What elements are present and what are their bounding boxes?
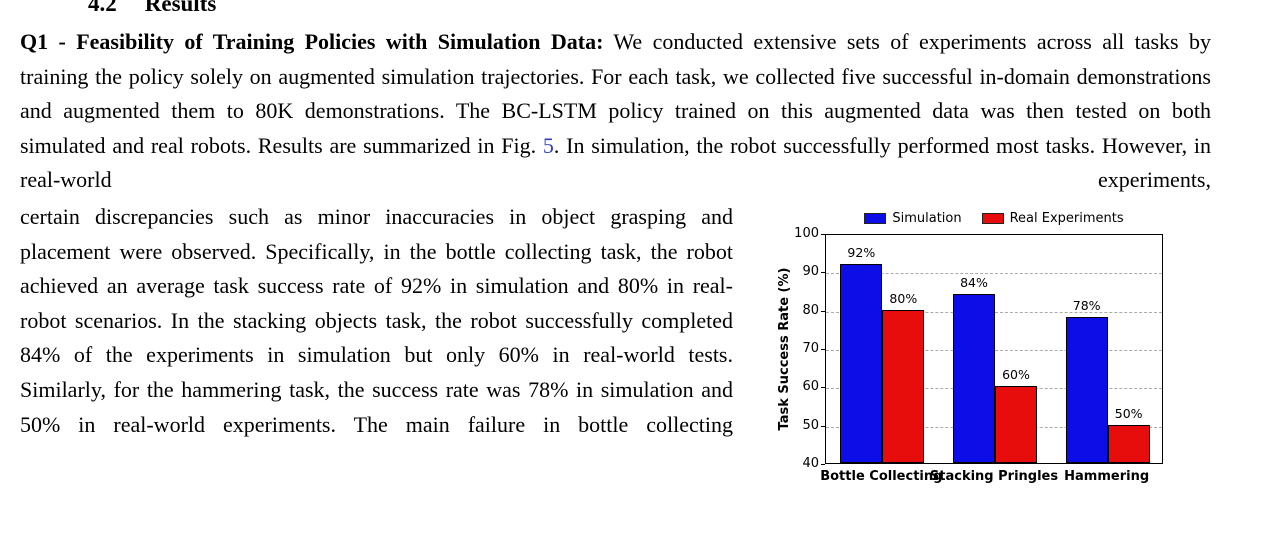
bar-simulation-hammering — [1065, 317, 1108, 463]
bar-real-experiments-stacking-pringles — [995, 386, 1037, 463]
bar-value-label-real-experiments-hammering: 50% — [1114, 405, 1143, 421]
paragraph-part1: We conducted extensive sets of experimen… — [20, 29, 1212, 158]
y-tick-label-70: 70 — [802, 340, 819, 356]
figure-reference-link[interactable]: 5 — [542, 132, 554, 158]
paragraph-q1: Q1 - Feasibility of Training Policies wi… — [20, 25, 1211, 198]
legend-swatch-real-experiments — [981, 213, 1004, 225]
y-tick-mark-60 — [821, 387, 825, 389]
bar-real-experiments-hammering — [1107, 424, 1150, 463]
legend-label-real-experiments: Real Experiments — [1009, 211, 1124, 227]
section-number: 4.2 — [88, 0, 117, 16]
y-tick-mark-70 — [821, 348, 825, 350]
y-tick-label-90: 90 — [802, 264, 819, 280]
y-tick-mark-50 — [821, 425, 825, 427]
chart-legend: Simulation Real Experiments — [825, 208, 1163, 230]
bar-value-label-real-experiments-stacking-pringles: 60% — [1002, 367, 1030, 383]
bar-simulation-stacking-pringles — [953, 294, 995, 463]
y-tick-mark-80 — [821, 310, 825, 312]
wrapped-text-column: certain discrepancies such as minor inac… — [20, 203, 733, 437]
bar-value-label-simulation-hammering: 78% — [1072, 298, 1101, 314]
section-heading: 4.2 Results — [88, 0, 1211, 18]
section-title: Results — [144, 0, 217, 16]
legend-item-real-experiments: Real Experiments — [981, 211, 1124, 227]
y-tick-label-50: 50 — [802, 417, 819, 433]
bar-simulation-bottle-collecting — [840, 263, 883, 463]
paragraph-lead-bold: Q1 - Feasibility of Training Policies wi… — [20, 29, 604, 54]
y-tick-mark-100 — [821, 233, 825, 235]
bar-value-label-simulation-stacking-pringles: 84% — [960, 275, 988, 291]
chart-body: Task Success Rate (%) 40 50 60 70 80 90 100 92… — [775, 226, 1163, 471]
y-tick-mark-90 — [821, 272, 825, 274]
y-tick-label-60: 60 — [802, 379, 819, 395]
y-tick-label-40: 40 — [802, 455, 819, 471]
legend-swatch-simulation — [864, 213, 887, 225]
x-tick-label-bottle-collecting: Bottle Collecting — [820, 468, 943, 484]
y-tick-label-80: 80 — [802, 302, 819, 318]
gridline-90 — [826, 273, 1162, 275]
legend-item-simulation: Simulation — [864, 211, 962, 227]
bar-value-label-simulation-bottle-collecting: 92% — [847, 244, 876, 260]
legend-label-simulation: Simulation — [892, 211, 962, 227]
chart-plot-area: 92% 80% 84% 60% 78% 50% — [825, 233, 1163, 464]
y-tick-mark-40 — [821, 463, 825, 465]
text-and-figure-row: certain discrepancies such as minor inac… — [20, 200, 1211, 491]
paragraph-part2: . In simulation, the robot successfully … — [20, 132, 1211, 193]
y-tick-label-100: 100 — [794, 225, 819, 241]
chart-figure: Simulation Real Experiments Task Success … — [775, 208, 1163, 491]
x-axis-labels: Bottle Collecting Stacking Pringles Hammer… — [775, 469, 1163, 491]
bar-real-experiments-bottle-collecting — [882, 309, 925, 463]
x-tick-label-stacking-pringles: Stacking Pringles — [929, 468, 1059, 484]
bar-value-label-real-experiments-bottle-collecting: 80% — [889, 290, 918, 306]
x-tick-label-hammering: Hammering — [1064, 468, 1150, 484]
